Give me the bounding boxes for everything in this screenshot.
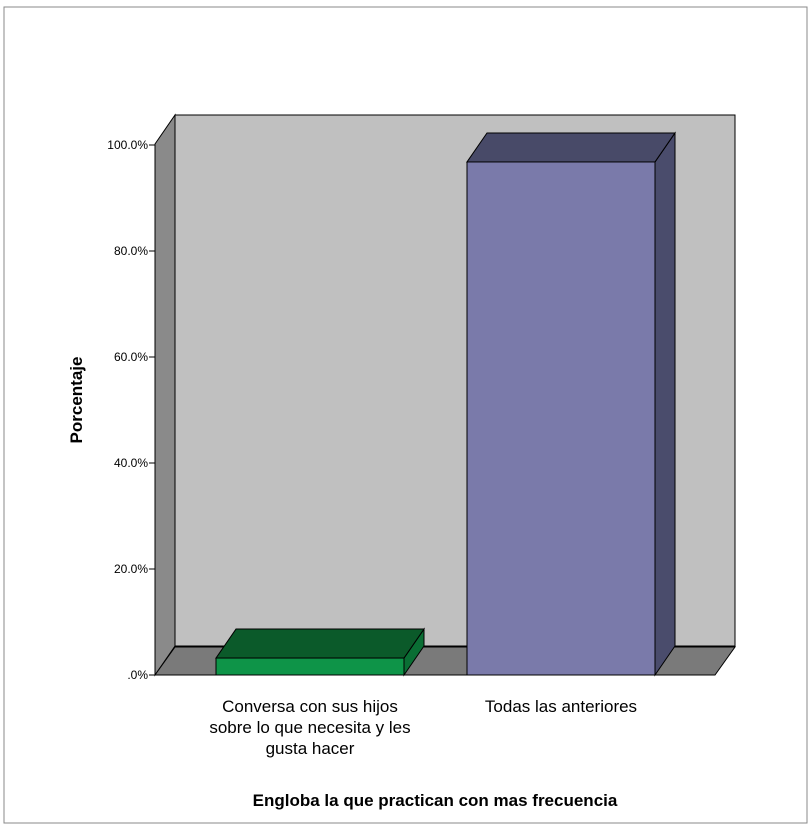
y-tick-label: 80.0% <box>114 244 148 258</box>
x-tick-label-line: Todas las anteriores <box>485 697 637 716</box>
bar-front-face <box>466 161 656 676</box>
bar-front-face <box>215 657 405 676</box>
bar-top-face <box>466 132 676 163</box>
y-tick-label: .0% <box>127 668 148 682</box>
x-tick-label-line: gusta hacer <box>266 739 355 758</box>
x-tick-label: Todas las anteriores <box>485 697 637 716</box>
bar-1 <box>215 627 425 677</box>
x-axis-category-labels: Conversa con sus hijos sobre lo que neces… <box>209 697 637 758</box>
y-tick-label: 20.0% <box>114 562 148 576</box>
y-tick-label: 40.0% <box>114 456 148 470</box>
left-wall <box>154 113 176 677</box>
x-tick-label-line: sobre lo que necesita y les <box>209 718 410 737</box>
y-tick-label: 60.0% <box>114 350 148 364</box>
y-axis-ticks: .0% 20.0% 40.0% 60.0% 80.0% 100.0% <box>107 138 155 682</box>
y-tick-label: 100.0% <box>107 138 148 152</box>
x-tick-label-line: Conversa con sus hijos <box>222 697 398 716</box>
y-axis-title: Porcentaje <box>67 357 86 444</box>
bar-side-face <box>654 131 676 677</box>
x-tick-label: Conversa con sus hijos sobre lo que neces… <box>209 697 410 758</box>
bar-top-face <box>215 628 425 659</box>
chart-border <box>3 6 808 824</box>
x-axis-title: Engloba la que practican con mas frecuen… <box>253 791 618 810</box>
bar-2 <box>466 131 676 677</box>
bar-group <box>215 131 676 677</box>
